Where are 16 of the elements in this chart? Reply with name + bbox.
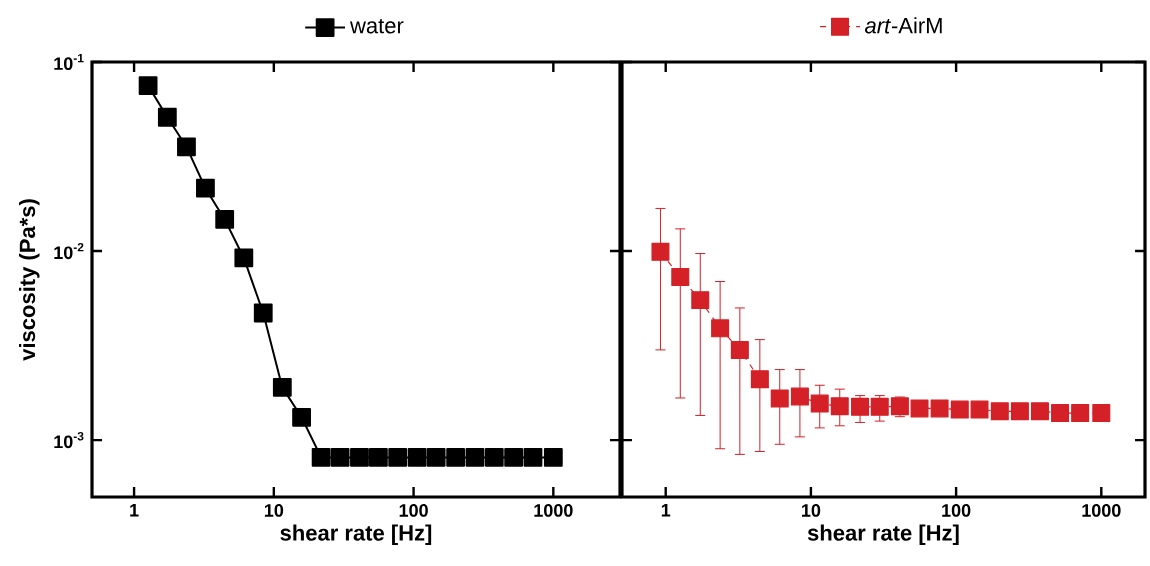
x-axis-title: shear rate [Hz] bbox=[807, 524, 959, 546]
x-tick-label: 1000 bbox=[1082, 504, 1121, 517]
legend-label: art-AirM bbox=[865, 17, 942, 34]
x-tick-label: 10 bbox=[264, 504, 284, 517]
x-tick-label: 1 bbox=[661, 504, 671, 517]
legend-label: water bbox=[350, 18, 404, 34]
y-tick-label: 10$^{-3}$ bbox=[54, 431, 84, 449]
x-tick-label: 1000 bbox=[534, 504, 573, 517]
x-tick-label: 1 bbox=[130, 504, 139, 517]
x-axis-title: shear rate [Hz] bbox=[280, 524, 432, 546]
y-tick-label: 10$^{-2}$ bbox=[54, 242, 84, 260]
x-tick-label: 100 bbox=[942, 504, 971, 517]
y-axis-title: viscosity (Pa*s) bbox=[19, 199, 40, 361]
x-tick-label: 100 bbox=[399, 504, 428, 517]
y-tick-label: 10$^{-1}$ bbox=[54, 53, 84, 71]
x-tick-label: 10 bbox=[802, 504, 821, 517]
